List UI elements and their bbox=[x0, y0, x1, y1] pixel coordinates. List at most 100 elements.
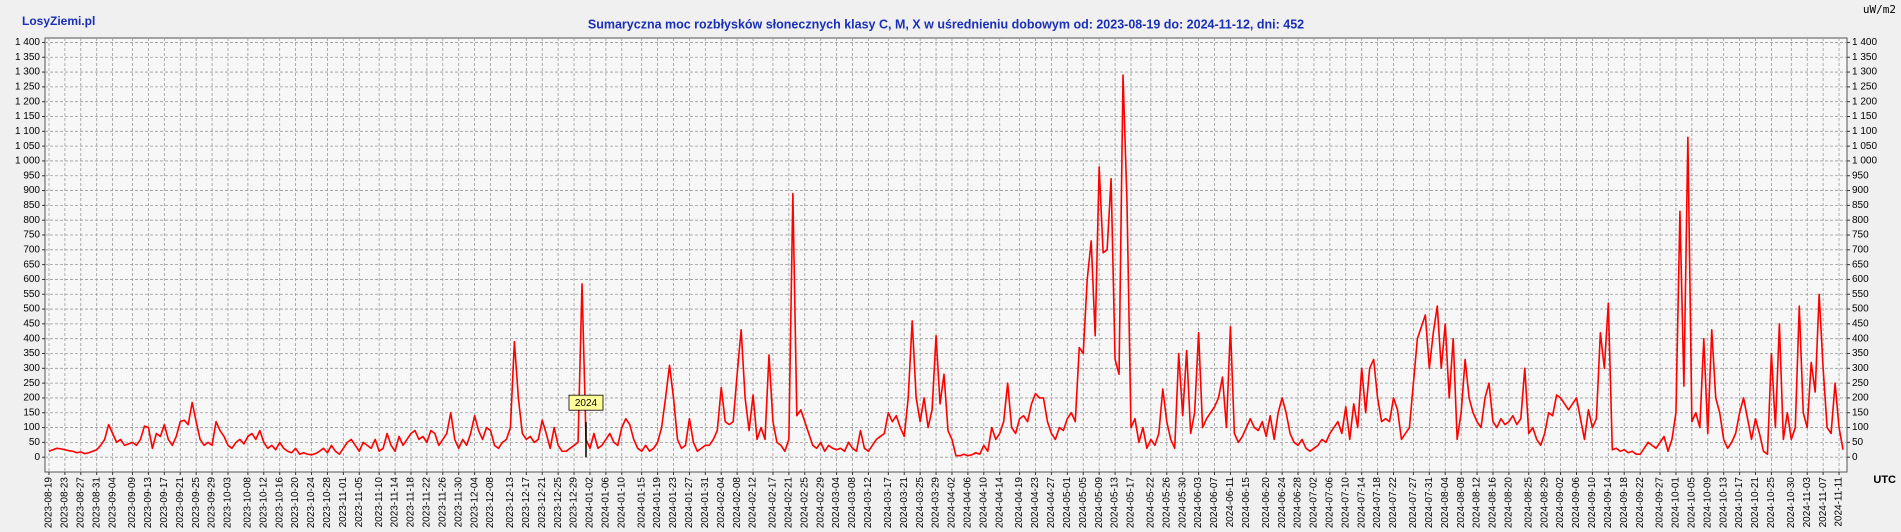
y2-tick-label: 1 250 bbox=[1852, 82, 1877, 93]
y-tick-label: 0 bbox=[34, 452, 40, 463]
x-tick-label: 2023-12-08 bbox=[485, 477, 496, 529]
x-tick-label: 2023-10-28 bbox=[322, 477, 333, 529]
annotation: 2024 bbox=[575, 398, 598, 409]
x-tick-label: 2024-05-01 bbox=[1062, 477, 1073, 529]
x-tick-label: 2023-08-19 bbox=[44, 477, 55, 529]
x-tick-label: 2024-07-22 bbox=[1388, 477, 1399, 529]
x-tick-label: 2024-02-25 bbox=[799, 477, 810, 529]
x-tick-label: 2024-07-06 bbox=[1325, 477, 1336, 529]
x-tick-label: 2024-11-11 bbox=[1834, 477, 1845, 527]
y2-tick-label: 800 bbox=[1852, 215, 1869, 226]
x-tick-label: 2024-09-10 bbox=[1587, 477, 1598, 529]
x-tick-label: 2023-10-08 bbox=[243, 477, 254, 529]
x-tick-label: 2024-10-25 bbox=[1766, 477, 1777, 529]
x-tick-label: 2024-01-27 bbox=[684, 477, 695, 529]
x-tick-label: 2023-12-29 bbox=[569, 477, 580, 529]
x-tick-label: 2024-09-22 bbox=[1635, 477, 1646, 529]
x-tick-label: 2024-04-27 bbox=[1046, 477, 1057, 529]
x-tick-label: 2023-09-17 bbox=[159, 477, 170, 529]
y-tick-label: 1 000 bbox=[15, 156, 40, 167]
x-tick-label: 2024-09-14 bbox=[1603, 477, 1614, 529]
x-tick-label: 2024-08-29 bbox=[1539, 477, 1550, 529]
y-tick-label: 500 bbox=[23, 304, 40, 315]
x-tick-label: 2024-01-06 bbox=[601, 477, 612, 529]
y2-tick-label: 450 bbox=[1852, 319, 1869, 330]
x-tick-label: 2023-11-14 bbox=[390, 477, 401, 528]
x-tick-label: 2024-04-14 bbox=[994, 477, 1005, 529]
x-tick-label: 2024-08-20 bbox=[1504, 477, 1515, 529]
x-tick-label: 2023-09-13 bbox=[143, 477, 154, 529]
x-tick-label: 2023-08-27 bbox=[75, 477, 86, 529]
x-tick-label: 2024-04-10 bbox=[978, 477, 989, 529]
x-tick-label: 2023-11-30 bbox=[453, 477, 464, 528]
y2-tick-label: 500 bbox=[1852, 304, 1869, 315]
y2-tick-label: 1 400 bbox=[1852, 37, 1877, 48]
y2-tick-label: 50 bbox=[1852, 437, 1864, 448]
x-tick-label: 2024-02-29 bbox=[815, 477, 826, 529]
y-tick-label: 300 bbox=[23, 363, 40, 374]
x-tick-label: 2024-01-23 bbox=[668, 477, 679, 529]
y2-tick-label: 100 bbox=[1852, 422, 1869, 433]
y2-tick-label: 850 bbox=[1852, 200, 1869, 211]
x-tick-label: 2024-07-02 bbox=[1309, 477, 1320, 529]
x-tick-label: 2024-01-19 bbox=[652, 477, 663, 529]
x-tick-label: 2023-12-04 bbox=[469, 477, 480, 529]
y2-tick-label: 700 bbox=[1852, 244, 1869, 255]
y-tick-label: 1 350 bbox=[15, 52, 40, 63]
x-tick-label: 2024-01-31 bbox=[700, 477, 711, 529]
x-tick-label: 2023-11-26 bbox=[437, 477, 448, 528]
x-tick-label: 2023-10-12 bbox=[258, 477, 269, 529]
y2-tick-label: 250 bbox=[1852, 378, 1869, 389]
x-tick-label: 2024-11-07 bbox=[1818, 477, 1829, 528]
x-tick-label: 2024-04-06 bbox=[963, 477, 974, 529]
y-tick-label: 700 bbox=[23, 244, 40, 255]
y-tick-label: 50 bbox=[29, 437, 41, 448]
y-tick-label: 800 bbox=[23, 215, 40, 226]
annotation-box bbox=[568, 394, 604, 411]
x-tick-label: 2024-10-05 bbox=[1687, 477, 1698, 529]
x-tick-label: 2024-03-12 bbox=[863, 477, 874, 529]
x-tick-label: 2023-11-01 bbox=[338, 477, 349, 528]
x-tick-label: 2023-09-21 bbox=[175, 477, 186, 529]
y2-tick-label: 1 000 bbox=[1852, 156, 1877, 167]
y-tick-label: 1 200 bbox=[15, 96, 40, 107]
y2-tick-label: 200 bbox=[1852, 393, 1869, 404]
x-tick-label: 2023-12-21 bbox=[537, 477, 548, 529]
x-tick-label: 2024-09-27 bbox=[1655, 477, 1666, 529]
x-tick-label: 2023-09-04 bbox=[107, 477, 118, 529]
y-tick-label: 200 bbox=[23, 393, 40, 404]
x-tick-label: 2024-03-08 bbox=[847, 477, 858, 529]
y2-tick-label: 550 bbox=[1852, 289, 1869, 300]
y2-tick-label: 400 bbox=[1852, 333, 1869, 344]
x-tick-label: 2023-10-16 bbox=[274, 477, 285, 529]
y2-tick-label: 0 bbox=[1852, 452, 1858, 463]
x-tick-label: 2023-11-18 bbox=[406, 477, 417, 528]
x-tick-label: 2024-02-12 bbox=[748, 477, 759, 529]
x-tick-label: 2024-07-14 bbox=[1356, 477, 1367, 529]
x-tick-label: 2023-09-25 bbox=[191, 477, 202, 529]
x-tick-label: 2024-06-24 bbox=[1277, 477, 1288, 529]
x-tick-label: 2024-06-20 bbox=[1261, 477, 1272, 529]
x-tick-label: 2024-08-12 bbox=[1472, 477, 1483, 529]
y-tick-label: 150 bbox=[23, 407, 40, 418]
y2-tick-label: 950 bbox=[1852, 170, 1869, 181]
y-tick-label: 1 400 bbox=[15, 37, 40, 48]
x-tick-label: 2024-10-13 bbox=[1718, 477, 1729, 529]
x-tick-label: 2024-03-04 bbox=[831, 477, 842, 529]
y-tick-label: 1 150 bbox=[15, 111, 40, 122]
x-tick-label: 2024-07-31 bbox=[1424, 477, 1435, 529]
x-tick-label: 2024-04-23 bbox=[1030, 477, 1041, 529]
x-tick-label: 2024-10-01 bbox=[1671, 477, 1682, 529]
x-tick-label: 2024-05-13 bbox=[1110, 477, 1121, 529]
y-tick-label: 750 bbox=[23, 230, 40, 241]
y-tick-label: 450 bbox=[23, 319, 40, 330]
timezone-label: UTC bbox=[1873, 474, 1896, 486]
x-tick-label: 2023-12-25 bbox=[553, 477, 564, 529]
y-tick-label: 1 100 bbox=[15, 126, 40, 137]
x-tick-label: 2024-06-03 bbox=[1193, 477, 1204, 529]
y2-tick-label: 750 bbox=[1852, 230, 1869, 241]
y2-tick-label: 1 050 bbox=[1852, 141, 1877, 152]
x-tick-label: 2024-05-17 bbox=[1126, 477, 1137, 529]
